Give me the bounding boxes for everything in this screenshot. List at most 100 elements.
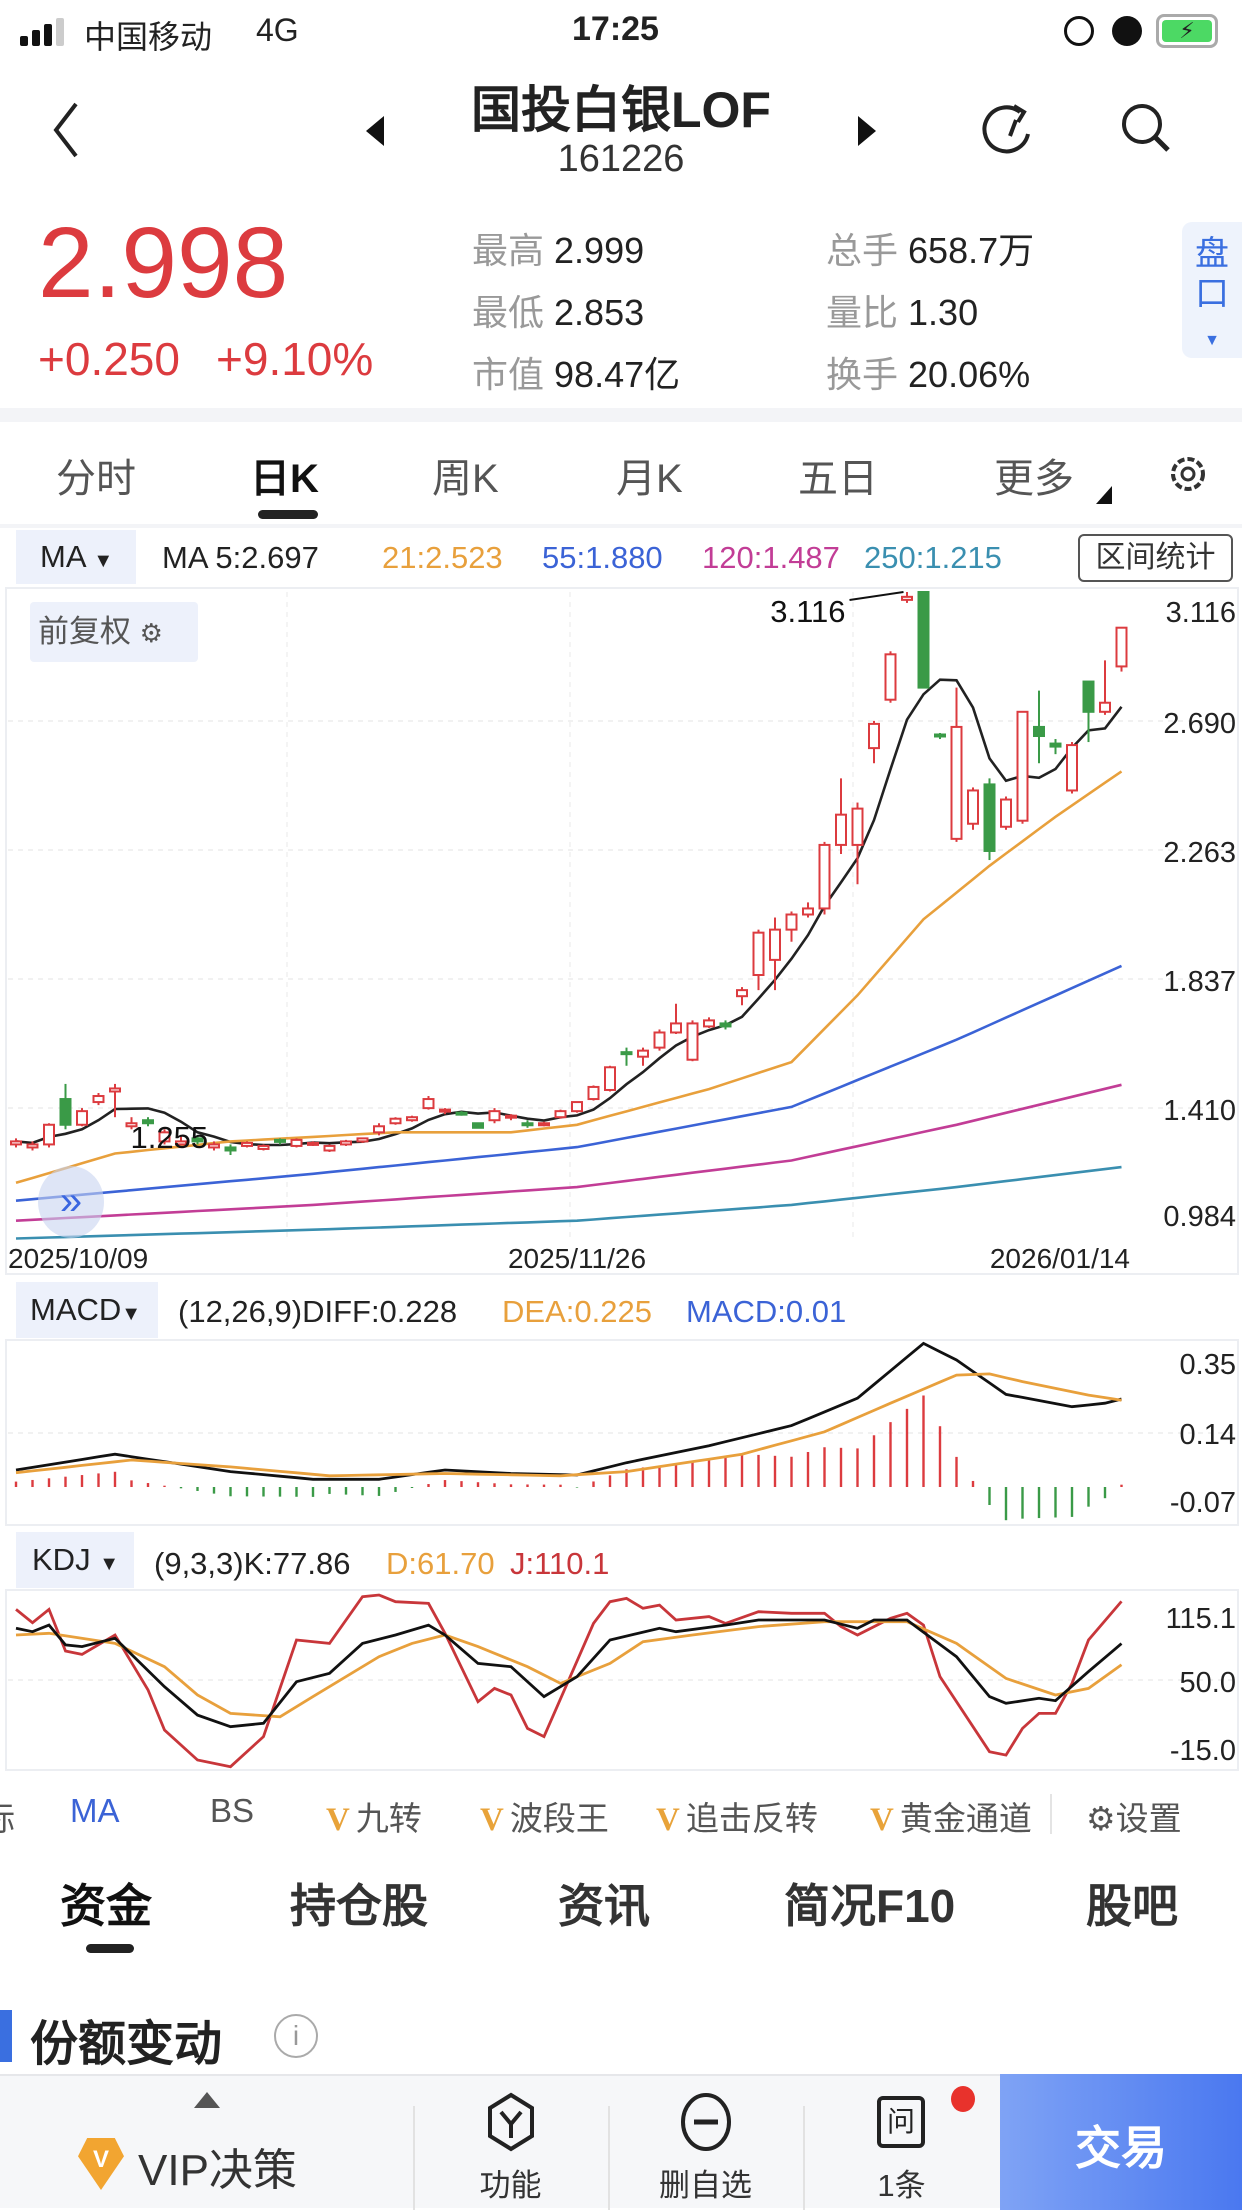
tab-daily-k[interactable]: 日K <box>250 457 319 501</box>
kdj-k: (9,3,3)K:77.86 <box>154 1546 351 1581</box>
stat-label: 市值 <box>472 354 545 395</box>
candle-up <box>670 1022 682 1034</box>
trade-button[interactable]: 交易 <box>1000 2074 1242 2210</box>
back-icon[interactable] <box>46 100 86 160</box>
tab-five-day[interactable]: 五日 <box>798 457 878 501</box>
info-icon[interactable]: i <box>274 2014 318 2058</box>
candle-down <box>620 1051 633 1056</box>
stat-label: 最低 <box>472 292 545 333</box>
notification-dot <box>951 2086 975 2112</box>
candle-up <box>637 1049 649 1058</box>
kdj-selector[interactable]: KDJ ▼ <box>16 1532 134 1588</box>
question-box-icon: 问 <box>877 2096 925 2148</box>
dropdown-icon: ▼ <box>121 1303 142 1325</box>
expand-panel-button[interactable]: » <box>38 1166 104 1238</box>
vip-v-icon: V <box>480 1802 504 1838</box>
tab-funds[interactable]: 资金 <box>60 1880 152 1932</box>
tab-news[interactable]: 资讯 <box>558 1880 650 1932</box>
ma-line-120 <box>15 1083 1122 1222</box>
tab-intraday[interactable]: 分时 <box>56 457 136 501</box>
candle-up <box>26 1143 39 1149</box>
kdj-panel-frame <box>5 1589 1239 1771</box>
refresh-icon[interactable] <box>980 100 1040 160</box>
candle-up <box>158 1131 171 1143</box>
indicator-settings-button[interactable]: ⚙设置 <box>1086 1800 1182 1837</box>
macd-axis-label: 0.14 <box>1180 1419 1236 1451</box>
ma250-value: 250:1.215 <box>864 540 1002 575</box>
candle-up <box>109 1087 121 1093</box>
indicator-tab-ma[interactable]: MA <box>70 1792 120 1829</box>
macd-diff: (12,26,9)DIFF:0.228 <box>178 1294 458 1329</box>
candle-up <box>406 1116 418 1122</box>
tab-f10[interactable]: 简况F10 <box>784 1880 956 1932</box>
stat-label: 最高 <box>472 230 545 271</box>
y-axis-label: 2.690 <box>1163 708 1236 740</box>
kdj-axis-label: 115.1 <box>1166 1603 1236 1635</box>
candle-up <box>43 1123 55 1146</box>
candle-down <box>142 1119 154 1125</box>
ask-button[interactable]: 问 1条 <box>803 2076 1000 2210</box>
candle-down <box>719 1022 732 1028</box>
y-axis-label: 3.116 <box>1166 597 1236 629</box>
remove-watchlist-button[interactable]: 删自选 <box>608 2076 803 2210</box>
vip-v-icon: V <box>656 1802 680 1838</box>
x-axis-date: 2026/01/14 <box>990 1243 1130 1274</box>
vip-decision-button[interactable]: V VIP决策 <box>0 2076 413 2210</box>
trade-label: 交易 <box>1075 2122 1167 2174</box>
candle-up <box>901 595 913 601</box>
range-stats-button[interactable]: 区间统计 <box>1078 534 1233 582</box>
stat-label: 总手 <box>826 230 899 271</box>
kdj-j: J:110.1 <box>510 1546 610 1581</box>
candle-up <box>290 1138 303 1147</box>
tab-forum[interactable]: 股吧 <box>1086 1880 1178 1932</box>
candle-down <box>224 1146 237 1152</box>
candle-up <box>752 931 765 977</box>
dropdown-icon: ▼ <box>99 1553 119 1575</box>
kdj-axis-label: -15.0 <box>1170 1735 1236 1767</box>
alarm-icon <box>1112 16 1142 46</box>
candle-down <box>983 783 996 852</box>
tab-monthly-k[interactable]: 月K <box>616 457 683 501</box>
candle-up <box>505 1114 517 1119</box>
tab-weekly-k[interactable]: 周K <box>432 457 499 501</box>
macd-selector[interactable]: MACD▼ <box>16 1282 158 1338</box>
indicator-tab-jiuzhuan[interactable]: V 九转 <box>326 1800 422 1838</box>
rotation-lock-icon <box>1064 16 1094 46</box>
min-price-label: 1.255 <box>131 1120 209 1155</box>
indicator-tab-zhuiji[interactable]: V 追击反转 <box>656 1800 818 1838</box>
tab-holdings[interactable]: 持仓股 <box>290 1880 428 1932</box>
clock: 17:25 <box>572 10 659 48</box>
prev-stock-icon[interactable] <box>364 114 386 148</box>
ma-line-250 <box>15 1165 1122 1240</box>
next-stock-icon[interactable] <box>856 114 878 148</box>
macd-value: MACD:0.01 <box>686 1294 847 1329</box>
indicator-tab-huangjin[interactable]: V 黄金通道 <box>870 1800 1032 1838</box>
candle-up <box>884 653 897 701</box>
vip-diamond-icon: V <box>78 2138 124 2190</box>
adjust-selector[interactable]: 前复权 ⚙ <box>30 602 198 662</box>
candle-up <box>785 913 798 931</box>
x-axis-date: 2025/11/26 <box>508 1243 646 1274</box>
section-title: 份额变动 <box>30 2018 223 2071</box>
candle-up <box>76 1110 88 1126</box>
ma-line-55 <box>15 964 1123 1202</box>
carrier: 中国移动 <box>84 19 213 55</box>
macd-dea: DEA:0.225 <box>502 1294 652 1329</box>
candle-up <box>818 843 831 910</box>
indicator-tab-boduanwang[interactable]: V 波段王 <box>480 1800 609 1838</box>
candle-down <box>1049 742 1062 748</box>
gear-icon[interactable] <box>1166 452 1210 496</box>
y-axis-label: 1.410 <box>1163 1095 1236 1127</box>
ma-selector[interactable]: MA ▼ <box>16 530 136 584</box>
function-hexagon-icon <box>488 2092 534 2152</box>
tab-more[interactable]: 更多 <box>994 457 1074 501</box>
order-book-tab[interactable]: 盘口 ▼ <box>1182 222 1242 358</box>
function-button[interactable]: 功能 <box>413 2076 608 2210</box>
search-icon[interactable] <box>1118 100 1174 156</box>
y-axis-label: 1.837 <box>1163 966 1236 998</box>
indicator-tab-bs[interactable]: BS <box>210 1792 255 1829</box>
candle-down <box>1082 680 1095 713</box>
stat-value: 658.7万 <box>908 230 1035 271</box>
indicator-tab[interactable]: 标 <box>0 1792 15 1840</box>
